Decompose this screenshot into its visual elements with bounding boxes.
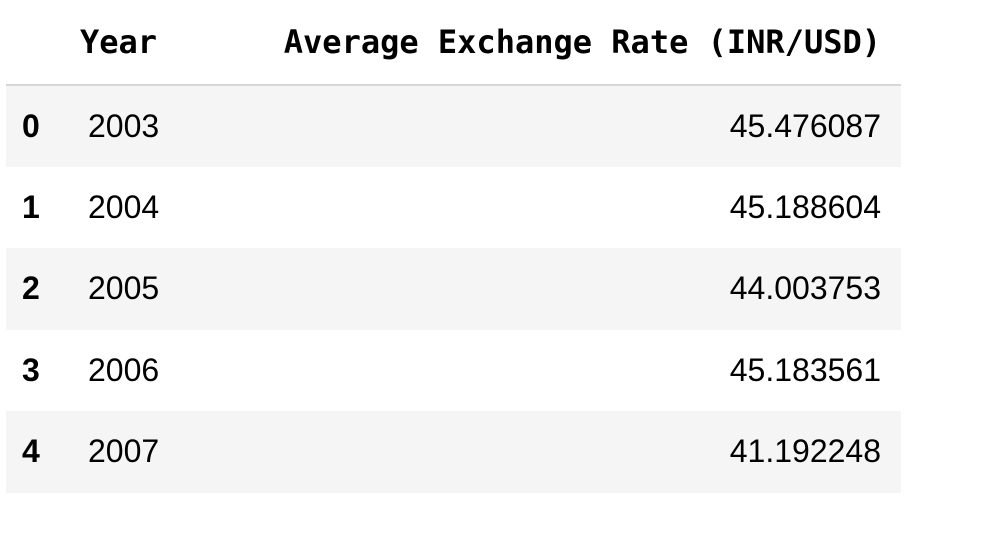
cell-exchange-rate: 41.192248 xyxy=(729,433,881,470)
table-row: 4 2007 41.192248 xyxy=(6,411,901,493)
table-row: 1 2004 45.188604 xyxy=(6,166,901,248)
header-row: Year Average Exchange Rate (INR/USD) xyxy=(6,0,901,86)
table-row: 2 2005 44.003753 xyxy=(6,248,901,330)
row-index: 0 xyxy=(22,107,40,144)
cell-year: 2005 xyxy=(88,270,160,307)
cell-year: 2004 xyxy=(88,188,160,225)
cell-exchange-rate: 45.183561 xyxy=(729,351,881,388)
row-index: 1 xyxy=(22,188,40,225)
cell-year: 2007 xyxy=(88,433,160,470)
dataframe-table: Year Average Exchange Rate (INR/USD) 0 2… xyxy=(6,0,901,493)
row-index: 2 xyxy=(22,270,40,307)
cell-exchange-rate: 45.188604 xyxy=(729,188,881,225)
table-row: 3 2006 45.183561 xyxy=(6,329,901,411)
cell-exchange-rate: 45.476087 xyxy=(729,107,881,144)
row-index: 4 xyxy=(22,433,40,470)
table-row: 0 2003 45.476087 xyxy=(6,85,901,167)
header-index xyxy=(6,0,64,86)
header-exchange-rate: Average Exchange Rate (INR/USD) xyxy=(176,0,901,86)
table-header: Year Average Exchange Rate (INR/USD) xyxy=(6,0,901,86)
cell-year: 2003 xyxy=(88,107,160,144)
table-body: 0 2003 45.476087 1 2004 45.188604 2 2005… xyxy=(6,85,901,493)
cell-exchange-rate: 44.003753 xyxy=(729,270,881,307)
header-year: Year xyxy=(64,0,176,86)
cell-year: 2006 xyxy=(88,351,160,388)
row-index: 3 xyxy=(22,351,40,388)
